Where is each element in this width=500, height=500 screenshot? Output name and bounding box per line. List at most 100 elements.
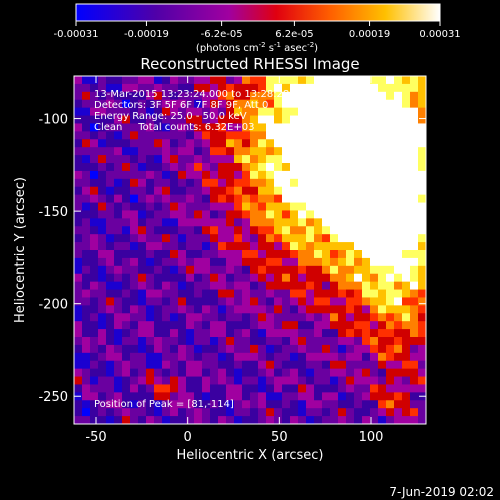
heatmap-cell [74, 186, 83, 196]
heatmap-cell [250, 226, 259, 235]
heatmap-cell [122, 376, 131, 386]
heatmap-cell [98, 384, 107, 393]
heatmap-cell [282, 242, 291, 251]
heatmap-cell [234, 131, 243, 140]
heatmap-cell [242, 139, 251, 148]
heatmap-cell [410, 131, 419, 140]
heatmap-cell [170, 202, 179, 212]
heatmap-cell [394, 83, 403, 93]
heatmap-cell [418, 329, 426, 338]
heatmap-cell [314, 202, 323, 212]
heatmap-cell [170, 91, 179, 101]
heatmap-cell [178, 115, 187, 125]
heatmap-cell [98, 408, 107, 417]
heatmap-cell [394, 360, 403, 370]
heatmap-cell [98, 163, 107, 172]
heatmap-cell [186, 242, 195, 251]
heatmap-cell [218, 321, 227, 330]
heatmap-cell [354, 408, 363, 417]
heatmap-cell [274, 400, 283, 409]
heatmap-cell [274, 416, 283, 424]
heatmap-cell [258, 178, 267, 188]
heatmap-cell [258, 115, 267, 125]
heatmap-cell [386, 289, 395, 299]
heatmap-cell [178, 147, 187, 156]
heatmap-cell [386, 170, 395, 180]
heatmap-cell [418, 186, 426, 196]
heatmap-cell [210, 107, 219, 117]
heatmap-cell [210, 226, 219, 235]
heatmap-cell [162, 155, 171, 164]
heatmap-cell [274, 147, 283, 156]
heatmap-cell [90, 313, 99, 322]
heatmap-cell [218, 242, 227, 251]
heatmap-cell [258, 123, 267, 132]
heatmap-cell [122, 178, 131, 188]
heatmap-cell [330, 163, 339, 172]
heatmap-cell [154, 250, 163, 259]
heatmap-cell [322, 83, 331, 93]
heatmap-cell [98, 123, 107, 132]
heatmap-cell [290, 400, 299, 409]
heatmap-cell [306, 99, 315, 109]
heatmap-cell [130, 250, 139, 259]
heatmap-cell [242, 242, 251, 251]
heatmap-cell [330, 265, 339, 275]
heatmap-cell [210, 218, 219, 227]
heatmap-cell [130, 400, 139, 409]
heatmap-cell [354, 163, 363, 172]
heatmap-cell [298, 257, 307, 267]
heatmap-cell [162, 329, 171, 338]
heatmap-cell [314, 368, 323, 378]
heatmap-cell [234, 194, 243, 204]
heatmap-cell [394, 202, 403, 212]
heatmap-cell [130, 186, 139, 196]
annotation-peak: Position of Peak = [81,-114] [94, 399, 234, 410]
heatmap-cell [162, 384, 171, 393]
heatmap-cell [74, 376, 83, 386]
heatmap-cell [274, 83, 283, 93]
heatmap-cell [338, 115, 347, 125]
heatmap-cell [154, 218, 163, 227]
heatmap-cell [394, 384, 403, 393]
heatmap-cell [298, 178, 307, 188]
heatmap-cell [98, 368, 107, 378]
heatmap-cell [298, 242, 307, 251]
heatmap-cell [410, 123, 419, 132]
heatmap-cell [282, 210, 291, 219]
heatmap-cell [138, 352, 147, 362]
heatmap-cell [130, 273, 139, 283]
heatmap-cell [306, 186, 315, 196]
heatmap-cell [290, 123, 299, 132]
heatmap-cell [114, 257, 123, 267]
heatmap-cell [370, 178, 379, 188]
heatmap-cell [226, 210, 235, 219]
heatmap-cell [258, 400, 267, 409]
heatmap-cell [82, 273, 91, 283]
heatmap-cell [394, 265, 403, 275]
heatmap-cell [170, 76, 179, 85]
heatmap-cell [90, 115, 99, 125]
heatmap-cell [178, 305, 187, 314]
heatmap-cell [202, 416, 211, 424]
heatmap-cell [338, 408, 347, 417]
heatmap-cell [330, 242, 339, 251]
heatmap-cell [370, 76, 379, 85]
heatmap-cell [114, 178, 123, 188]
heatmap-cell [98, 281, 107, 291]
heatmap-cell [346, 352, 355, 362]
heatmap-cell [178, 400, 187, 409]
heatmap-cell [130, 408, 139, 417]
heatmap-cell [234, 313, 243, 322]
heatmap-cell [242, 305, 251, 314]
heatmap-cell [218, 305, 227, 314]
heatmap-cell [386, 360, 395, 370]
heatmap-cell [306, 376, 315, 386]
heatmap-cell [122, 139, 131, 148]
heatmap-cell [170, 123, 179, 132]
heatmap-cell [394, 376, 403, 386]
heatmap-cell [130, 313, 139, 322]
heatmap-cell [394, 257, 403, 267]
heatmap-cell [194, 107, 203, 117]
heatmap-cell [338, 194, 347, 204]
